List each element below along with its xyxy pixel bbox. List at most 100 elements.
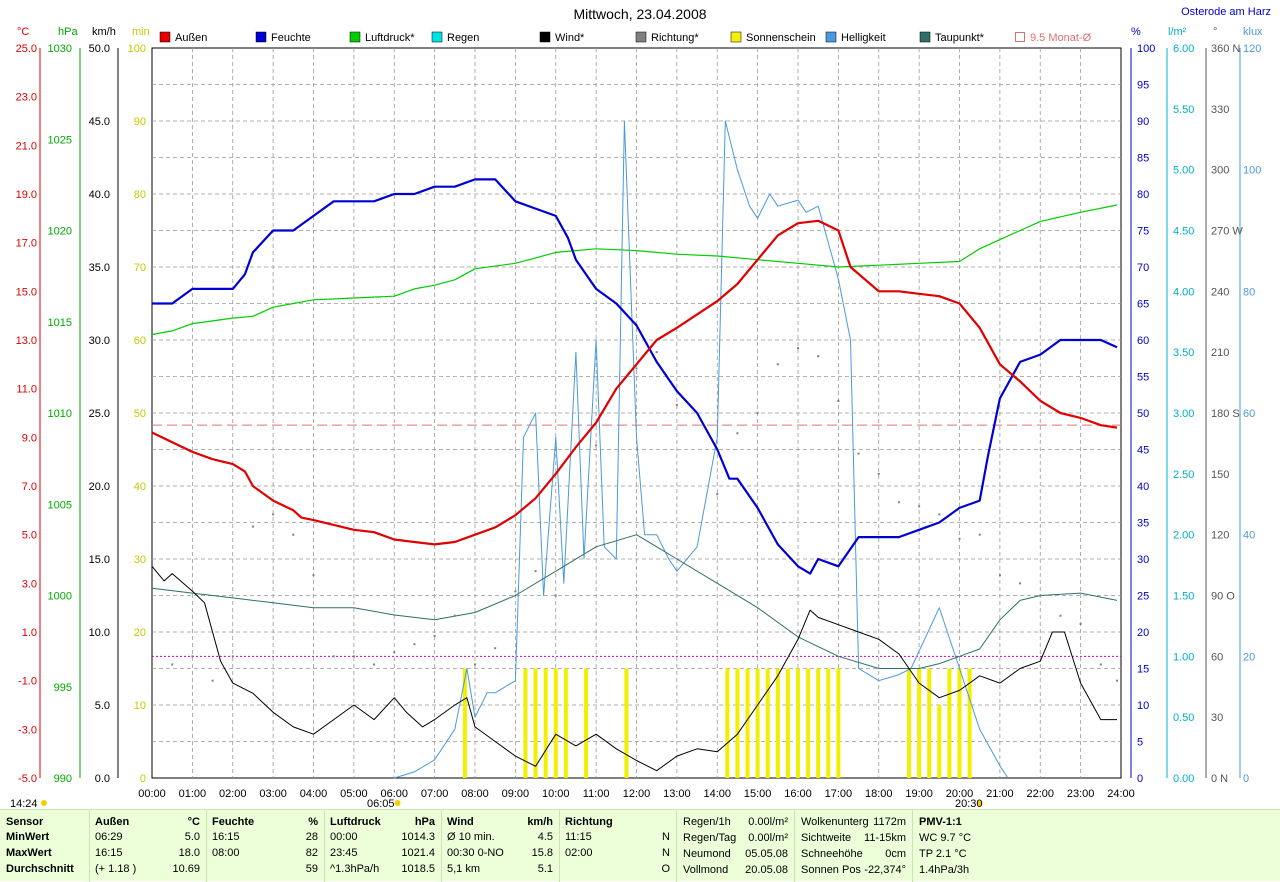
- schneehoehe-value: 0cm: [885, 848, 906, 860]
- row-label-avg: Durchschnitt: [6, 863, 74, 875]
- direction-tick-label: 240: [1211, 286, 1229, 298]
- sun-tick-label: 20: [134, 627, 146, 639]
- sun-tick-label: 70: [134, 262, 146, 274]
- direction-tick-label: 300: [1211, 165, 1229, 177]
- direction-tick-label: 120: [1211, 530, 1229, 542]
- x-axis: 00:00 01:00 02:00 03:00 04:00 05:00 06:00 07:00…: [41, 788, 1135, 806]
- wind-tick-label: 40.0: [89, 189, 110, 201]
- direction-point: [413, 643, 416, 646]
- direction-point: [514, 590, 517, 593]
- rain-tick-label: 0.50: [1173, 712, 1194, 724]
- direction-point: [897, 501, 900, 504]
- row-label-min: MinWert: [6, 831, 50, 843]
- temp-tick-label: 19.0: [16, 189, 37, 201]
- humidity-axis-unit: %: [1131, 26, 1141, 38]
- footer-pmv-col: PMV-1:1 WC 9.7 °C TP 2.1 °C 1.4hPa/3h: [913, 810, 1003, 882]
- sunshine-bar: [563, 668, 568, 778]
- sunshine-bar: [523, 668, 528, 778]
- footer-regen-col: Regen/1h 0.00l/m² Regen/Tag 0.00l/m² Neumo…: [677, 810, 795, 882]
- wind-avg10-value: 4.5: [537, 831, 553, 843]
- chart-title: Mittwoch, 23.04.2008: [573, 6, 706, 22]
- sunshine-bar: [836, 668, 841, 778]
- x-tick-label: 00:00: [138, 788, 166, 800]
- direction-point: [675, 403, 678, 406]
- legend-swatch: [730, 31, 742, 43]
- pressure-tick-label: 995: [54, 682, 72, 694]
- feuchte-max-time: 08:00: [212, 847, 240, 859]
- feuchte-max-value: 82: [305, 847, 318, 859]
- direction-point: [1079, 622, 1082, 625]
- legend-swatch: [255, 31, 267, 43]
- direction-point: [534, 570, 537, 573]
- direction-point: [877, 472, 880, 475]
- row-label-max: MaxWert: [6, 847, 52, 859]
- humidity-tick-label: 80: [1137, 189, 1149, 201]
- humidity-tick-label: 55: [1137, 372, 1149, 384]
- aussen-unit: °C: [187, 816, 200, 828]
- legend-label: Taupunkt*: [935, 32, 985, 44]
- legend-label: Helligkeit: [841, 32, 886, 44]
- x-tick-label: 21:00: [986, 788, 1014, 800]
- x-tick-label: 12:00: [623, 788, 651, 800]
- x-tick-label: 24:00: [1107, 788, 1135, 800]
- wind-max-value: 15.8: [531, 847, 553, 859]
- humidity-tick-label: 85: [1137, 153, 1149, 165]
- direction-point: [837, 399, 840, 402]
- wind-tick-label: 0.0: [95, 773, 110, 785]
- temp-tick-label: -1.0: [18, 676, 37, 688]
- luftdruck-line: [151, 204, 1118, 336]
- wind-avg-value: 5.1: [537, 863, 553, 875]
- legend-label: Regen: [447, 32, 479, 44]
- luftdruck-header: Luftdruck: [330, 816, 381, 828]
- x-tick-label: 09:00: [502, 788, 530, 800]
- legend-swatch: [349, 31, 361, 43]
- sunshine-bar: [947, 668, 952, 778]
- temp-tick-label: 21.0: [16, 140, 37, 152]
- humidity-tick-label: 40: [1137, 481, 1149, 493]
- humidity-tick-label: 35: [1137, 518, 1149, 530]
- sun-axis-unit: min: [132, 26, 150, 38]
- chart-grid: [151, 47, 1122, 779]
- luftdruck-max-value: 1021.4: [401, 847, 435, 859]
- legend-swatch: [919, 31, 931, 43]
- sun-tick-label: 10: [134, 700, 146, 712]
- light-tick-label: 100: [1243, 165, 1261, 177]
- sunshine-bar: [806, 668, 811, 778]
- wind-axis-unit: km/h: [92, 26, 116, 38]
- direction-point: [817, 355, 820, 358]
- direction-point: [211, 679, 214, 682]
- taupunkt-line: [151, 534, 1118, 669]
- sunshine-bar: [462, 668, 467, 778]
- feuchte-min-value: 28: [305, 831, 318, 843]
- temp-tick-label: 13.0: [16, 335, 37, 347]
- sun-tick-label: 60: [134, 335, 146, 347]
- pressure-tick-label: 990: [54, 773, 72, 785]
- richtung-min-time: 11:15: [565, 831, 592, 843]
- wind-tick-label: 50.0: [89, 43, 110, 55]
- pressure-tick-label: 1005: [48, 499, 72, 511]
- direction-point: [352, 655, 355, 658]
- temp-axis-unit: °C: [17, 26, 29, 38]
- humidity-tick-label: 95: [1137, 80, 1149, 92]
- weather-chart: °C 25.0 23.0 21.0 19.0 17.0 15.0 13.0 11.0 9.0 7.0…: [10, 6, 1271, 809]
- direction-point: [393, 651, 396, 654]
- legend-swatch: [635, 31, 647, 43]
- wind-tick-label: 5.0: [95, 700, 110, 712]
- location-label: Osterode am Harz: [1181, 6, 1271, 18]
- aussen-header: Außen: [95, 816, 130, 828]
- legend-label: Außen: [175, 32, 207, 44]
- legend-label: 9.5 Monat-Ø: [1030, 32, 1092, 44]
- legend-label: Richtung*: [651, 32, 699, 44]
- wind-tick-label: 20.0: [89, 481, 110, 493]
- x-tick-label: 19:00: [905, 788, 933, 800]
- humidity-tick-label: 75: [1137, 226, 1149, 238]
- sunshine-bar: [755, 668, 760, 778]
- x-tick-label: 17:00: [825, 788, 853, 800]
- x-tick-label: 10:00: [542, 788, 570, 800]
- footer-feuchte-col: Feuchte% 16:15 28 08:00 82 59: [207, 810, 325, 882]
- direction-point: [1059, 614, 1062, 617]
- temp-tick-label: 25.0: [16, 43, 37, 55]
- direction-point: [191, 655, 194, 658]
- direction-tick-label: 270 W: [1211, 226, 1243, 238]
- direction-tick-label: 0 N: [1211, 773, 1228, 785]
